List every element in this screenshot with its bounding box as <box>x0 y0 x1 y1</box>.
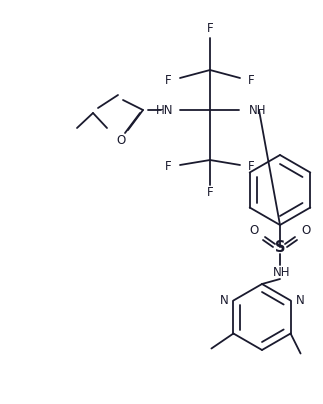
Text: S: S <box>275 240 285 255</box>
Text: O: O <box>116 135 126 147</box>
Text: NH: NH <box>249 103 266 116</box>
Text: F: F <box>165 74 172 86</box>
Text: F: F <box>207 187 213 200</box>
Text: O: O <box>249 225 259 238</box>
Text: N: N <box>220 294 228 307</box>
Text: F: F <box>248 160 255 173</box>
Text: O: O <box>301 225 311 238</box>
Text: F: F <box>165 160 172 173</box>
Text: HN: HN <box>155 103 173 116</box>
Text: F: F <box>207 21 213 34</box>
Text: N: N <box>296 294 304 307</box>
Text: F: F <box>248 74 255 86</box>
Text: NH: NH <box>273 265 291 278</box>
